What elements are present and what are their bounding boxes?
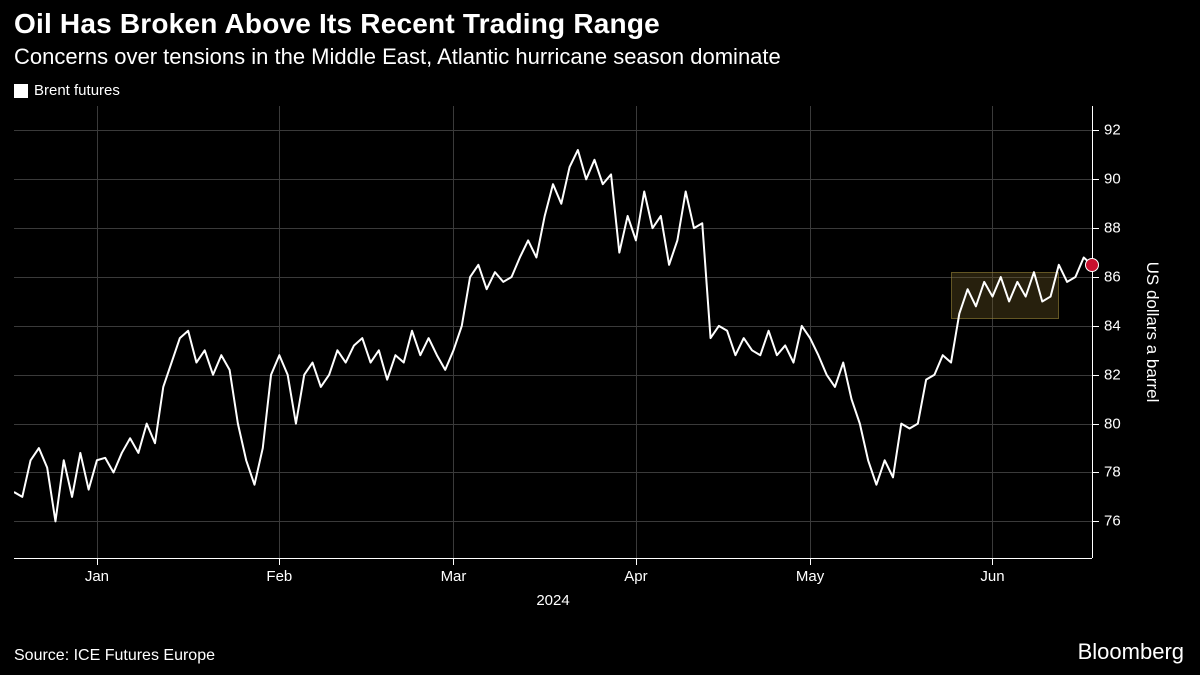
y-tick-label: 84 (1104, 317, 1121, 334)
y-axis-title: US dollars a barrel (1142, 262, 1162, 403)
y-tick-mark (1092, 277, 1099, 278)
y-tick-label: 90 (1104, 171, 1121, 188)
price-line (14, 150, 1092, 521)
y-tick-label: 78 (1104, 464, 1121, 481)
line-chart-svg (14, 106, 1092, 558)
y-tick-mark (1092, 424, 1099, 425)
y-tick-label: 80 (1104, 415, 1121, 432)
y-tick-mark (1092, 472, 1099, 473)
y-tick-label: 76 (1104, 513, 1121, 530)
legend-swatch (14, 84, 28, 98)
y-tick-mark (1092, 521, 1099, 522)
y-tick-label: 92 (1104, 122, 1121, 139)
legend-label: Brent futures (34, 82, 120, 99)
y-tick-mark (1092, 375, 1099, 376)
legend: Brent futures (14, 82, 120, 99)
x-tick-mark (279, 558, 280, 565)
chart-title: Oil Has Broken Above Its Recent Trading … (14, 8, 660, 40)
y-axis-line (1092, 106, 1093, 558)
y-tick-mark (1092, 130, 1099, 131)
y-tick-label: 82 (1104, 366, 1121, 383)
x-tick-label: Mar (441, 568, 467, 585)
x-tick-mark (810, 558, 811, 565)
x-tick-mark (97, 558, 98, 565)
x-tick-mark (992, 558, 993, 565)
plot-area (14, 106, 1092, 558)
brand-label: Bloomberg (1078, 639, 1184, 665)
x-tick-mark (636, 558, 637, 565)
y-tick-mark (1092, 326, 1099, 327)
y-tick-mark (1092, 179, 1099, 180)
source-label: Source: ICE Futures Europe (14, 647, 215, 665)
x-tick-label: Apr (624, 568, 647, 585)
x-tick-label: Feb (266, 568, 292, 585)
y-tick-mark (1092, 228, 1099, 229)
plot-wrap: US dollars a barrel 2024 767880828486889… (14, 106, 1132, 608)
end-point-marker (1085, 258, 1099, 272)
y-tick-label: 86 (1104, 269, 1121, 286)
x-tick-label: May (796, 568, 824, 585)
x-tick-label: Jun (980, 568, 1004, 585)
y-tick-label: 88 (1104, 220, 1121, 237)
x-axis-line (14, 558, 1092, 559)
x-axis-year: 2024 (536, 592, 569, 609)
chart-subtitle: Concerns over tensions in the Middle Eas… (14, 44, 781, 70)
x-tick-mark (453, 558, 454, 565)
x-tick-label: Jan (85, 568, 109, 585)
